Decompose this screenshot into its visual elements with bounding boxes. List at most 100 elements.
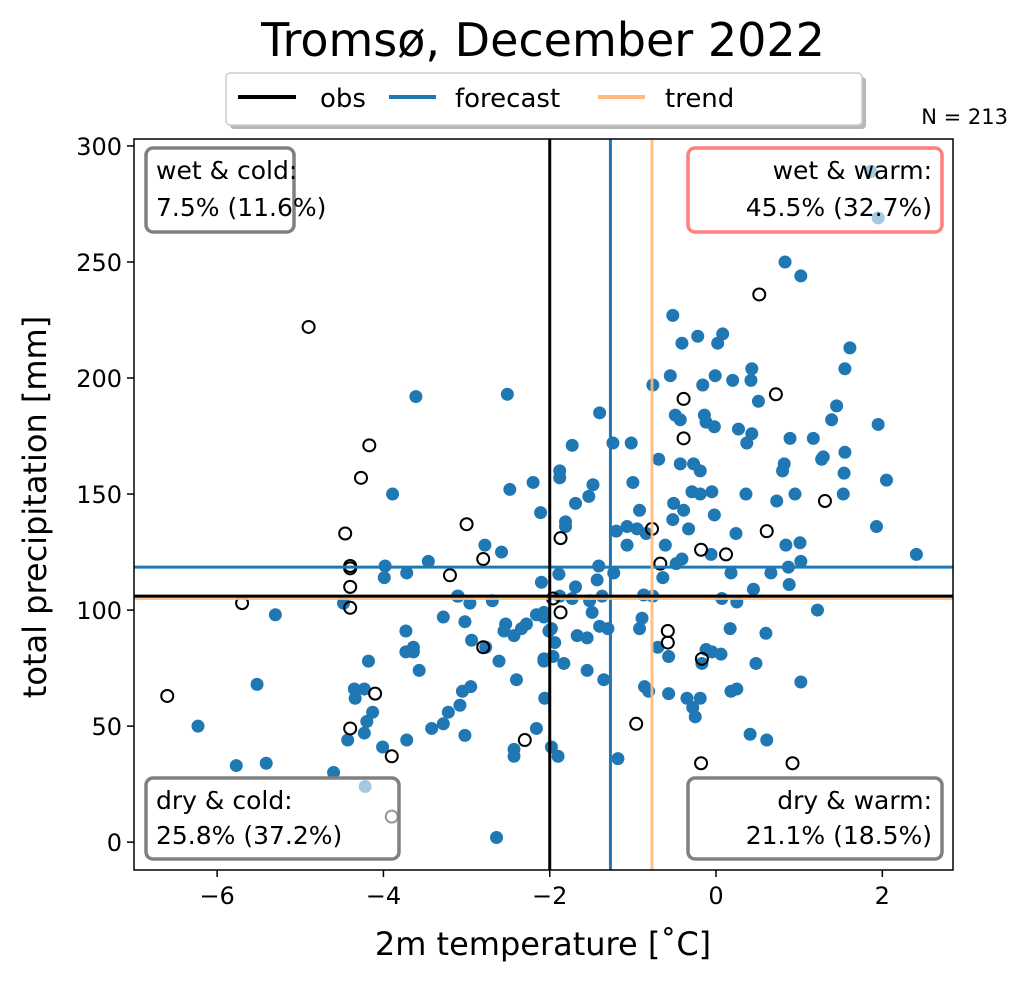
forecast-point — [782, 578, 796, 592]
obs-point — [476, 640, 491, 655]
forecast-point — [544, 622, 558, 636]
forecast-point — [400, 566, 414, 580]
forecast-point — [421, 554, 435, 568]
forecast-point — [453, 698, 467, 712]
forecast-point — [711, 336, 725, 350]
y-tick-label: 200 — [76, 365, 122, 393]
forecast-point — [830, 399, 844, 413]
forecast-point — [409, 390, 423, 404]
forecast-point — [759, 626, 773, 640]
forecast-point — [726, 373, 740, 387]
forecast-point — [729, 527, 743, 541]
forecast-point — [723, 622, 737, 636]
forecast-point — [673, 413, 687, 427]
forecast-point — [400, 733, 414, 747]
forecast-point — [544, 740, 558, 754]
forecast-point — [639, 527, 653, 541]
forecast-points — [191, 164, 923, 845]
forecast-point — [357, 726, 371, 740]
forecast-point — [731, 422, 745, 436]
forecast-point — [526, 475, 540, 489]
obs-point — [368, 686, 383, 701]
forecast-point — [399, 624, 413, 638]
forecast-point — [871, 417, 885, 431]
forecast-point — [836, 487, 850, 501]
forecast-point — [666, 308, 680, 322]
forecast-point — [557, 656, 571, 670]
legend-label-forecast: forecast — [455, 84, 560, 114]
forecast-point — [675, 336, 689, 350]
forecast-point — [693, 487, 707, 501]
obs-point — [343, 600, 358, 615]
forecast-point — [652, 452, 666, 466]
quadrant-value: 7.5% (11.6%) — [156, 193, 326, 222]
forecast-point — [601, 622, 615, 636]
forecast-point — [250, 677, 264, 691]
forecast-point — [590, 573, 604, 587]
legend-frame — [225, 72, 863, 126]
forecast-point — [658, 538, 672, 552]
obs-point — [653, 556, 668, 571]
forecast-point — [635, 611, 649, 625]
forecast-point — [509, 673, 523, 687]
forecast-point — [663, 369, 677, 383]
obs-point — [660, 623, 675, 638]
forecast-point — [624, 436, 638, 450]
forecast-point — [569, 580, 583, 594]
quadrant-wet-warm: wet & warm: 45.5% (32.7%) — [686, 146, 944, 234]
forecast-point — [582, 489, 596, 503]
y-tick-label: 250 — [76, 249, 122, 277]
forecast-point — [693, 464, 707, 478]
forecast-point — [425, 721, 439, 735]
forecast-point — [609, 524, 623, 538]
forecast-point — [662, 687, 676, 701]
forecast-point — [751, 394, 765, 408]
obs-point — [553, 605, 568, 620]
y-axis: 0 50 100 150 200 250 300 — [76, 133, 134, 857]
forecast-point — [620, 538, 634, 552]
forecast-point — [909, 547, 923, 561]
forecast-point — [695, 656, 709, 670]
forecast-point — [879, 473, 893, 487]
forecast-point — [507, 749, 521, 763]
obs-point — [785, 756, 800, 771]
forecast-point — [633, 503, 647, 517]
forecast-point — [569, 496, 583, 510]
y-tick-label: 100 — [76, 597, 122, 625]
obs-point — [660, 635, 675, 650]
forecast-point — [730, 682, 744, 696]
forecast-point — [764, 566, 778, 580]
forecast-point — [794, 554, 808, 568]
forecast-point — [551, 749, 565, 763]
forecast-point — [552, 567, 566, 581]
forecast-point — [538, 691, 552, 705]
forecast-point — [783, 431, 797, 445]
legend-label-trend: trend — [665, 84, 734, 114]
forecast-point — [565, 438, 579, 452]
obs-point — [759, 524, 774, 539]
forecast-point — [436, 610, 450, 624]
legend-label-obs: obs — [320, 84, 366, 114]
forecast-point — [441, 705, 455, 719]
forecast-point — [593, 406, 607, 420]
obs-points — [160, 287, 832, 824]
forecast-point — [739, 487, 753, 501]
x-tick-label: −2 — [532, 882, 567, 910]
forecast-point — [229, 759, 243, 773]
forecast-point — [705, 485, 719, 499]
forecast-point — [259, 756, 273, 770]
obs-point — [694, 756, 709, 771]
forecast-point — [843, 341, 857, 355]
forecast-point — [597, 673, 611, 687]
forecast-point — [341, 733, 355, 747]
forecast-point — [366, 705, 380, 719]
obs-point — [719, 547, 734, 562]
forecast-point — [673, 457, 687, 471]
forecast-point — [662, 650, 676, 664]
forecast-point — [626, 475, 640, 489]
obs-point — [553, 531, 568, 546]
obs-point — [694, 651, 709, 666]
forecast-point — [656, 571, 670, 585]
obs-point — [301, 319, 316, 334]
forecast-point — [744, 373, 758, 387]
